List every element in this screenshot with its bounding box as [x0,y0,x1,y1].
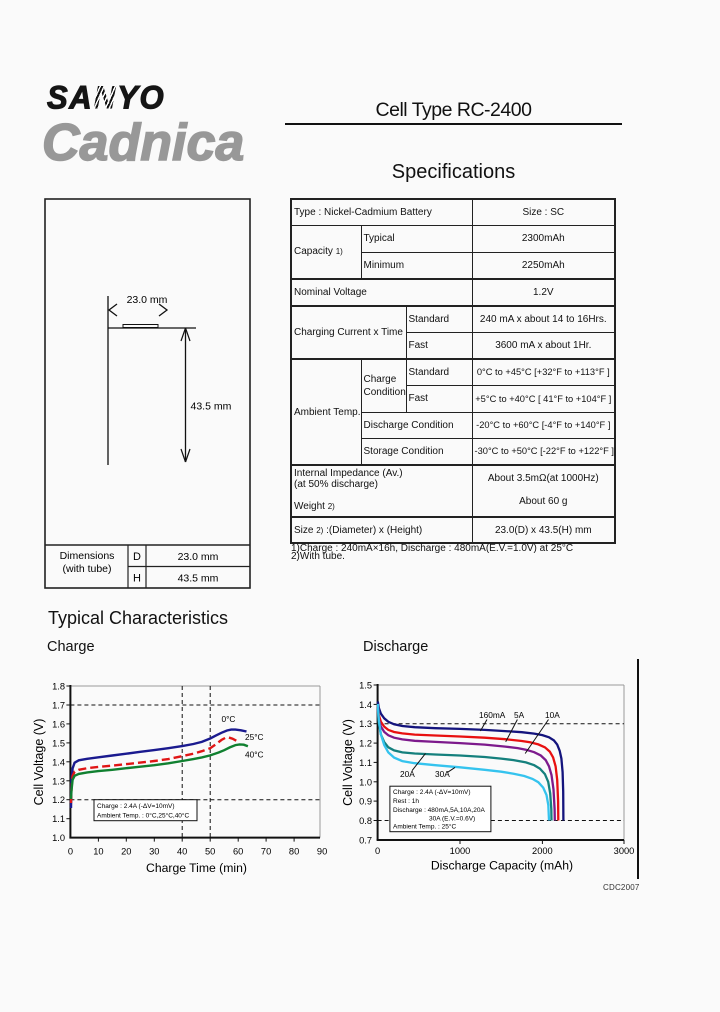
svg-text:20A: 20A [400,769,415,779]
svg-text:23.0 mm: 23.0 mm [178,551,219,563]
svg-text:60: 60 [233,847,243,857]
svg-text:1.8: 1.8 [52,682,65,692]
svg-text:10A: 10A [545,710,560,720]
svg-text:Charge : 2.4A (-ΔV=10mV): Charge : 2.4A (-ΔV=10mV) [97,803,175,810]
svg-text:0: 0 [375,846,380,856]
svg-text:1.1: 1.1 [52,814,65,824]
svg-text:1.5: 1.5 [52,738,65,748]
svg-text:40: 40 [177,847,187,857]
svg-text:Discharge Capacity (mAh): Discharge Capacity (mAh) [431,859,573,873]
svg-text:25°C: 25°C [245,732,264,742]
svg-text:40°C: 40°C [245,750,264,760]
svg-text:0.7: 0.7 [359,835,372,845]
svg-text:30: 30 [149,847,159,857]
svg-text:1.4: 1.4 [52,757,65,767]
svg-text:Charge Time (min): Charge Time (min) [146,861,247,875]
svg-text:0: 0 [68,847,73,857]
svg-text:30A: 30A [435,769,450,779]
svg-text:1.0: 1.0 [52,833,65,843]
svg-text:D: D [133,551,141,563]
svg-text:1.1: 1.1 [359,758,372,768]
svg-text:0.9: 0.9 [359,797,372,807]
svg-text:Rest : 1h: Rest : 1h [393,798,419,805]
svg-text:Cell Voltage (V): Cell Voltage (V) [32,719,46,806]
svg-text:10: 10 [93,847,103,857]
svg-text:2000: 2000 [532,846,553,856]
svg-text:50: 50 [205,847,215,857]
svg-text:160mA: 160mA [479,710,506,720]
svg-text:1.5: 1.5 [359,681,372,691]
svg-text:0.8: 0.8 [359,816,372,826]
svg-text:Ambient Temp. : 0°C,25°C,40°C: Ambient Temp. : 0°C,25°C,40°C [97,812,190,820]
svg-text:80: 80 [289,847,299,857]
svg-text:Discharge : 480mA,5A,10A,20A: Discharge : 480mA,5A,10A,20A [393,807,485,814]
svg-text:1.4: 1.4 [359,700,372,710]
svg-text:1.7: 1.7 [52,701,65,711]
svg-text:1.0: 1.0 [359,777,372,787]
svg-text:0°C: 0°C [222,714,236,724]
svg-text:1.6: 1.6 [52,719,65,729]
svg-text:3000: 3000 [614,846,635,856]
svg-text:1000: 1000 [450,846,471,856]
svg-text:Dimensions: Dimensions [60,550,115,562]
svg-text:1.3: 1.3 [359,719,372,729]
svg-text:(with tube): (with tube) [62,563,111,575]
svg-text:1.2: 1.2 [359,739,372,749]
svg-text:23.0 mm: 23.0 mm [127,294,168,306]
svg-text:Ambient Temp. : 25°C: Ambient Temp. : 25°C [393,823,456,831]
svg-text:H: H [133,573,141,585]
svg-text:90: 90 [317,847,327,857]
svg-text:5A: 5A [514,710,525,720]
svg-text:70: 70 [261,847,271,857]
svg-text:Cell Voltage (V): Cell Voltage (V) [341,719,355,806]
svg-text:1.3: 1.3 [52,776,65,786]
svg-text:1.2: 1.2 [52,795,65,805]
svg-text:43.5 mm: 43.5 mm [178,573,219,585]
svg-text:43.5 mm: 43.5 mm [191,401,232,413]
svg-text:20: 20 [121,847,131,857]
svg-text:30A (E.V.=0.6V): 30A (E.V.=0.6V) [429,816,475,823]
svg-text:Charge : 2.4A (-ΔV=10mV): Charge : 2.4A (-ΔV=10mV) [393,789,471,796]
